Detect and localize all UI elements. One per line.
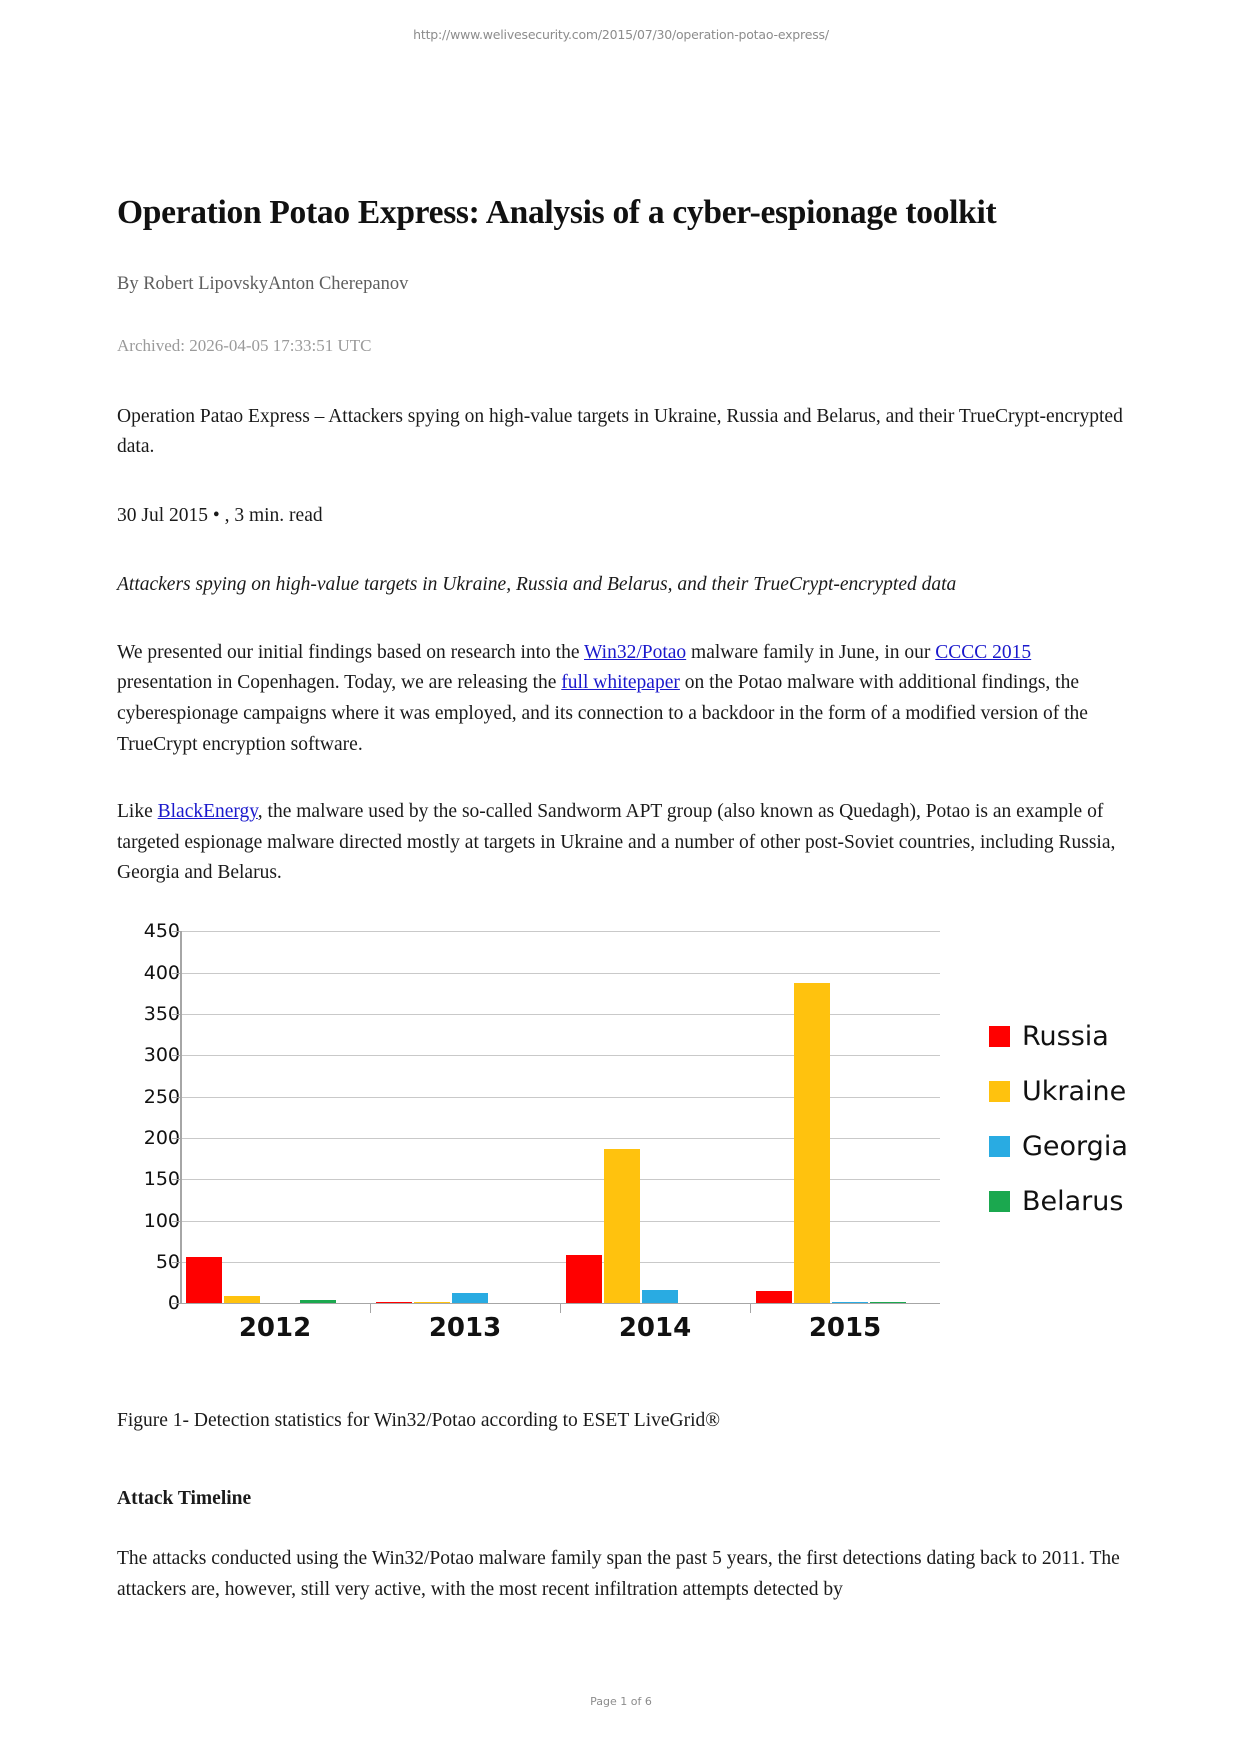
section-heading-attack-timeline: Attack Timeline <box>117 1488 252 1510</box>
x-axis-label-2015: 2015 <box>808 1313 882 1344</box>
paragraph-blackenergy: Like BlackEnergy, the malware used by th… <box>117 797 1127 889</box>
bar-ukraine-2013 <box>414 1301 450 1304</box>
gridline <box>182 1096 940 1098</box>
text-segment: presentation in Copenhagen. Today, we ar… <box>117 672 562 694</box>
bar-russia-2015 <box>756 1290 792 1304</box>
chart-legend: Russia Ukraine Georgia Belarus <box>989 1021 1128 1241</box>
legend-item-georgia: Georgia <box>989 1131 1128 1162</box>
text-segment: Like <box>117 800 158 822</box>
page-title: Operation Potao Express: Analysis of a c… <box>117 194 997 231</box>
chart-bar-groups <box>180 931 940 1314</box>
bar-group <box>180 931 370 1304</box>
legend-item-ukraine: Ukraine <box>989 1076 1128 1107</box>
y-axis-tick-label: 400 <box>143 961 180 984</box>
y-axis-tick-label: 450 <box>143 920 180 943</box>
y-axis-tick <box>172 1220 180 1222</box>
x-axis-label-2012: 2012 <box>238 1313 312 1344</box>
y-axis-tick <box>172 1096 180 1098</box>
bar-russia-2012 <box>186 1256 222 1304</box>
legend-swatch-icon <box>989 1191 1010 1213</box>
y-axis-tick-label: 150 <box>143 1168 180 1191</box>
y-axis-tick-label: 100 <box>143 1209 180 1232</box>
y-axis-tick-label: 200 <box>143 1126 180 1149</box>
y-axis-tick-label: 350 <box>143 1002 180 1025</box>
gridline <box>182 1137 940 1139</box>
article-italic-lede: Attackers spying on high-value targets i… <box>117 574 957 596</box>
bar-group <box>370 931 560 1304</box>
legend-label: Belarus <box>1022 1186 1124 1218</box>
article-summary: Operation Patao Express – Attackers spyi… <box>117 405 1123 458</box>
y-axis-tick <box>172 1261 180 1263</box>
bar-georgia-2014 <box>642 1290 678 1304</box>
gridline <box>182 1220 940 1222</box>
link-cccc-2015[interactable]: CCCC 2015 <box>935 641 1032 663</box>
article-byline: By Robert LipovskyAnton Cherepanov <box>117 273 409 294</box>
x-axis-group-separator <box>560 1303 561 1314</box>
legend-label: Russia <box>1022 1021 1109 1053</box>
y-axis-tick <box>172 972 180 974</box>
legend-label: Ukraine <box>1022 1076 1127 1108</box>
legend-label: Georgia <box>1022 1131 1128 1163</box>
gridline <box>182 972 940 974</box>
x-axis-label-2013: 2013 <box>428 1313 502 1344</box>
bar-belarus-2015 <box>870 1301 906 1304</box>
figure-1: 0 50 100 150 200 250 300 350 400 450 2012 2013 2014… <box>117 920 1128 1432</box>
link-blackenergy[interactable]: BlackEnergy <box>157 800 258 822</box>
gridline <box>182 1055 940 1057</box>
archived-timestamp: Archived: 2026-04-05 17:33:51 UTC <box>117 335 372 355</box>
y-axis-tick <box>172 931 180 933</box>
bar-ukraine-2015 <box>794 983 830 1304</box>
y-axis-tick <box>172 1013 180 1015</box>
bar-group <box>560 931 750 1304</box>
paragraph-attack-timeline: The attacks conducted using the Win32/Po… <box>117 1548 1120 1601</box>
paragraph-intro: We presented our initial findings based … <box>117 638 1127 761</box>
bar-ukraine-2012 <box>224 1295 260 1304</box>
figure-caption: Figure 1- Detection statistics for Win32… <box>117 1410 721 1432</box>
bar-georgia-2015 <box>832 1301 868 1304</box>
text-segment: , the malware used by the so-called Sand… <box>117 800 1116 884</box>
y-axis-tick <box>172 1055 180 1057</box>
legend-item-russia: Russia <box>989 1021 1128 1052</box>
gridline <box>182 1179 940 1181</box>
link-full-whitepaper[interactable]: full whitepaper <box>561 672 680 694</box>
bar-russia-2014 <box>566 1255 602 1304</box>
y-axis-tick-label: 250 <box>143 1085 180 1108</box>
gridline <box>182 1013 940 1015</box>
link-win32-potao[interactable]: Win32/Potao <box>584 641 687 663</box>
bar-georgia-2013 <box>452 1293 488 1304</box>
gridline <box>182 931 940 933</box>
page-footer: Page 1 of 6 <box>590 1695 652 1708</box>
legend-swatch-icon <box>989 1081 1010 1103</box>
text-segment: on the Potao malware with additional fin… <box>117 672 1088 756</box>
legend-swatch-icon <box>989 1026 1010 1048</box>
source-url-header: http://www.welivesecurity.com/2015/07/30… <box>413 27 829 42</box>
legend-swatch-icon <box>989 1136 1010 1158</box>
text-segment: malware family in June, in our <box>686 641 936 663</box>
article-meta: 30 Jul 2015 • , 3 min. read <box>117 505 323 527</box>
x-axis-group-separator <box>750 1303 751 1314</box>
article-content: Operation Potao Express: Analysis of a c… <box>117 193 1128 1642</box>
y-axis-tick <box>172 1303 180 1305</box>
x-axis-label-2014: 2014 <box>618 1313 692 1344</box>
text-segment: We presented our initial findings based … <box>117 641 585 663</box>
y-axis-tick <box>172 1137 180 1139</box>
bar-belarus-2012 <box>300 1299 336 1304</box>
bar-russia-2013 <box>376 1301 412 1304</box>
bar-group <box>750 931 940 1304</box>
y-axis-tick-label: 300 <box>143 1044 180 1067</box>
bar-ukraine-2014 <box>604 1149 640 1304</box>
gridline <box>182 1261 940 1263</box>
x-axis-group-separator <box>370 1303 371 1314</box>
y-axis-tick-label: 50 <box>155 1250 180 1273</box>
chart-x-axis-line <box>180 1303 940 1305</box>
y-axis-tick <box>172 1179 180 1181</box>
legend-item-belarus: Belarus <box>989 1186 1128 1217</box>
detection-statistics-bar-chart: 0 50 100 150 200 250 300 350 400 450 2012 2013 2014… <box>117 920 1128 1368</box>
